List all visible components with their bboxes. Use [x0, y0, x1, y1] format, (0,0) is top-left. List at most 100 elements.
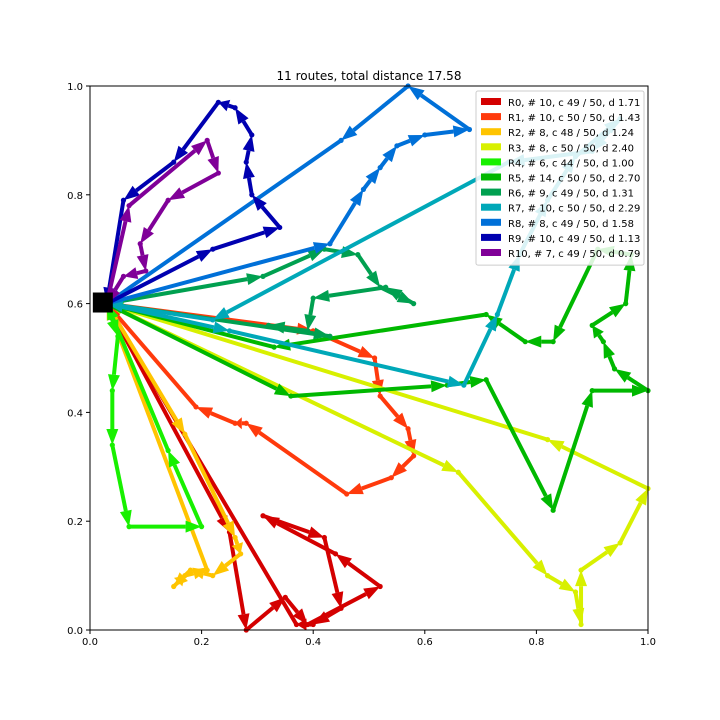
route-10-stop [143, 268, 149, 274]
legend: R0, # 10, c 49 / 50, d 1.71 R1, # 10, c 5… [475, 90, 645, 266]
route-5-edge [290, 384, 432, 399]
y-tick-label: 1.0 [67, 82, 83, 93]
route-2-arrowhead [173, 575, 185, 587]
route-3-stop [544, 437, 551, 443]
route-3-edge [121, 306, 549, 442]
route-4-arrowhead [185, 520, 202, 533]
route-8-arrowhead [349, 189, 364, 207]
route-5-edge [484, 378, 548, 497]
route-7-arrowhead [446, 375, 464, 388]
x-tick-label: 1.0 [640, 637, 656, 648]
route-6-edge [398, 293, 415, 306]
route-4-arrowhead [168, 450, 181, 468]
route-5-edge [105, 301, 278, 391]
route-1-arrowhead [196, 406, 214, 419]
depot-layer [92, 292, 113, 313]
route-5-arrowhead [614, 368, 632, 383]
route-3-stop [455, 469, 461, 475]
route-6-arrowhead [313, 289, 330, 302]
legend-label: R4, # 6, c 44 / 50, d 1.00 [508, 158, 634, 169]
route-9-edge [212, 230, 266, 252]
route-0-arrowhead [307, 526, 325, 538]
route-2-stop [171, 583, 177, 590]
route-9-edge [181, 101, 220, 151]
route-5-stop [623, 301, 629, 307]
route-1-edge [210, 411, 236, 426]
route-8-edge [419, 93, 471, 132]
route-5-stop [288, 393, 294, 399]
route-0-stop [321, 534, 327, 541]
route-3-arrowhead [635, 488, 648, 506]
route-10-arrowhead [168, 187, 186, 201]
route-3-arrowhead [441, 459, 459, 473]
plot-frame [89, 85, 649, 631]
route-3-stop [617, 540, 623, 546]
route-8-stop [422, 132, 428, 138]
route-5-arrowhead [469, 376, 487, 388]
route-4-edge [111, 317, 170, 452]
route-8-arrowhead [407, 134, 425, 147]
route-7-stop [226, 328, 233, 334]
route-3-edge [579, 550, 609, 572]
route-7-stop [494, 311, 500, 318]
route-1-edge [258, 430, 348, 496]
route-0-edge [326, 606, 343, 619]
route-8-edge [352, 84, 410, 132]
route-1-arrowhead [393, 412, 409, 429]
route-9-arrowhead [251, 194, 267, 211]
route-10 [104, 137, 221, 305]
legend-swatch [481, 173, 501, 181]
route-7-arrowhead [212, 307, 230, 320]
legend-label: R0, # 10, c 49 / 50, d 1.71 [508, 98, 640, 109]
x-tick-label: 0.6 [417, 637, 433, 648]
route-4-stop [109, 388, 115, 394]
route-9-edge [246, 177, 254, 196]
route-2-edge [183, 433, 230, 525]
route-9-arrowhead [218, 99, 231, 112]
route-3-stop [578, 567, 584, 573]
route-10-arrowhead [140, 227, 154, 244]
route-5-arrowhead [581, 390, 593, 408]
route-0-stop [282, 594, 288, 600]
route-1-arrowhead [346, 482, 364, 495]
route-8-arrowhead [452, 125, 470, 138]
route-8-edge [118, 138, 343, 297]
route-6-stop [383, 284, 389, 290]
route-6-edge [328, 285, 387, 298]
route-8-stop [394, 143, 400, 149]
route-7-arrowhead [212, 321, 230, 334]
chart-title: 11 routes, total distance 17.58 [277, 69, 462, 83]
route-8-arrowhead [341, 125, 358, 141]
route-2-edge [224, 552, 242, 568]
route-5-stop [483, 377, 489, 383]
route-0-stop [293, 621, 300, 628]
route-2-stop [182, 431, 188, 437]
x-tick-label: 0.8 [528, 637, 544, 648]
route-2-stop [210, 573, 216, 579]
route-5-stop [550, 339, 556, 345]
depot-marker [92, 292, 113, 313]
route-1-stop [377, 393, 383, 399]
axes-layer: 0.0 0.2 0.4 0.6 0.8 1.0 0.0 0.2 0.4 0.6 0.8 1.0 [67, 82, 656, 648]
route-5-edge [623, 270, 632, 304]
route-1-edge [378, 394, 400, 418]
route-9-stop [277, 224, 283, 231]
y-tick-label: 0.8 [67, 191, 83, 202]
route-7-edge [122, 304, 214, 322]
route-9-stop [243, 159, 249, 165]
route-6-arrowhead [246, 273, 263, 286]
route-9-edge [241, 120, 254, 137]
route-1-arrowhead [357, 346, 375, 358]
route-6-edge [106, 277, 248, 306]
x-tick-label: 0.2 [194, 637, 210, 648]
route-4-stop [126, 524, 132, 530]
route-10-arrowhead [119, 205, 132, 223]
route-0-edge [244, 606, 275, 632]
route-10-stop [165, 197, 171, 203]
route-4-arrowhead [107, 374, 120, 391]
route-1-stop [411, 453, 417, 459]
route-0-arrowhead [313, 611, 331, 625]
route-2-edge [105, 302, 179, 422]
legend-swatch [481, 158, 501, 166]
